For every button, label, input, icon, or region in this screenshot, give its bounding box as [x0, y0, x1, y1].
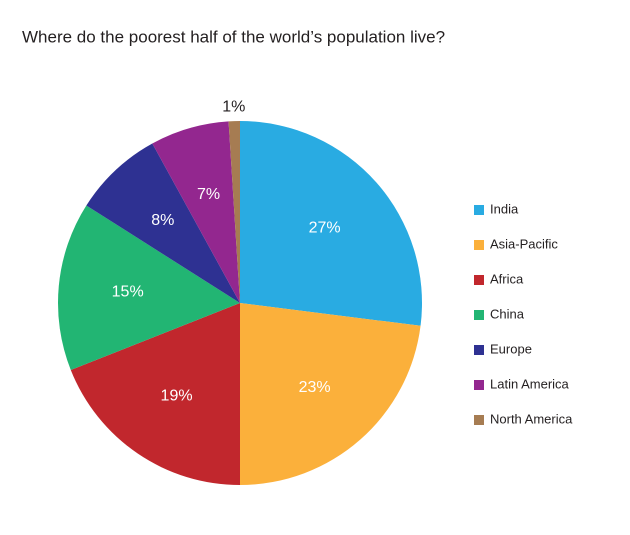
- data-label: 7%: [197, 186, 220, 203]
- pie-slice: [86, 143, 240, 303]
- legend-swatch: [474, 205, 484, 215]
- legend-label: North America: [490, 411, 573, 426]
- pie-slice: [57, 205, 241, 370]
- legend-swatch: [474, 380, 484, 390]
- legend-label: India: [490, 201, 519, 216]
- data-label: 15%: [112, 284, 144, 301]
- data-label: 19%: [161, 388, 193, 405]
- pie-slice: [70, 303, 241, 485]
- legend-label: Europe: [490, 341, 532, 356]
- legend-swatch: [474, 310, 484, 320]
- chart-title: Where do the poorest half of the world’s…: [22, 27, 445, 46]
- legend-swatch: [474, 240, 484, 250]
- legend-swatch: [474, 345, 484, 355]
- data-label: 8%: [151, 212, 174, 229]
- data-label: 1%: [222, 98, 245, 115]
- pie-slice: [240, 303, 421, 485]
- pie-slice: [240, 121, 423, 326]
- data-label: 27%: [309, 220, 341, 237]
- legend-label: Africa: [490, 271, 524, 286]
- pie-slice: [152, 121, 240, 304]
- legend-label: Latin America: [490, 376, 570, 391]
- legend-label: China: [490, 306, 525, 321]
- pie-slice: [228, 121, 240, 303]
- data-label: 23%: [299, 379, 331, 396]
- legend-swatch: [474, 415, 484, 425]
- legend-label: Asia-Pacific: [490, 236, 558, 251]
- legend-swatch: [474, 275, 484, 285]
